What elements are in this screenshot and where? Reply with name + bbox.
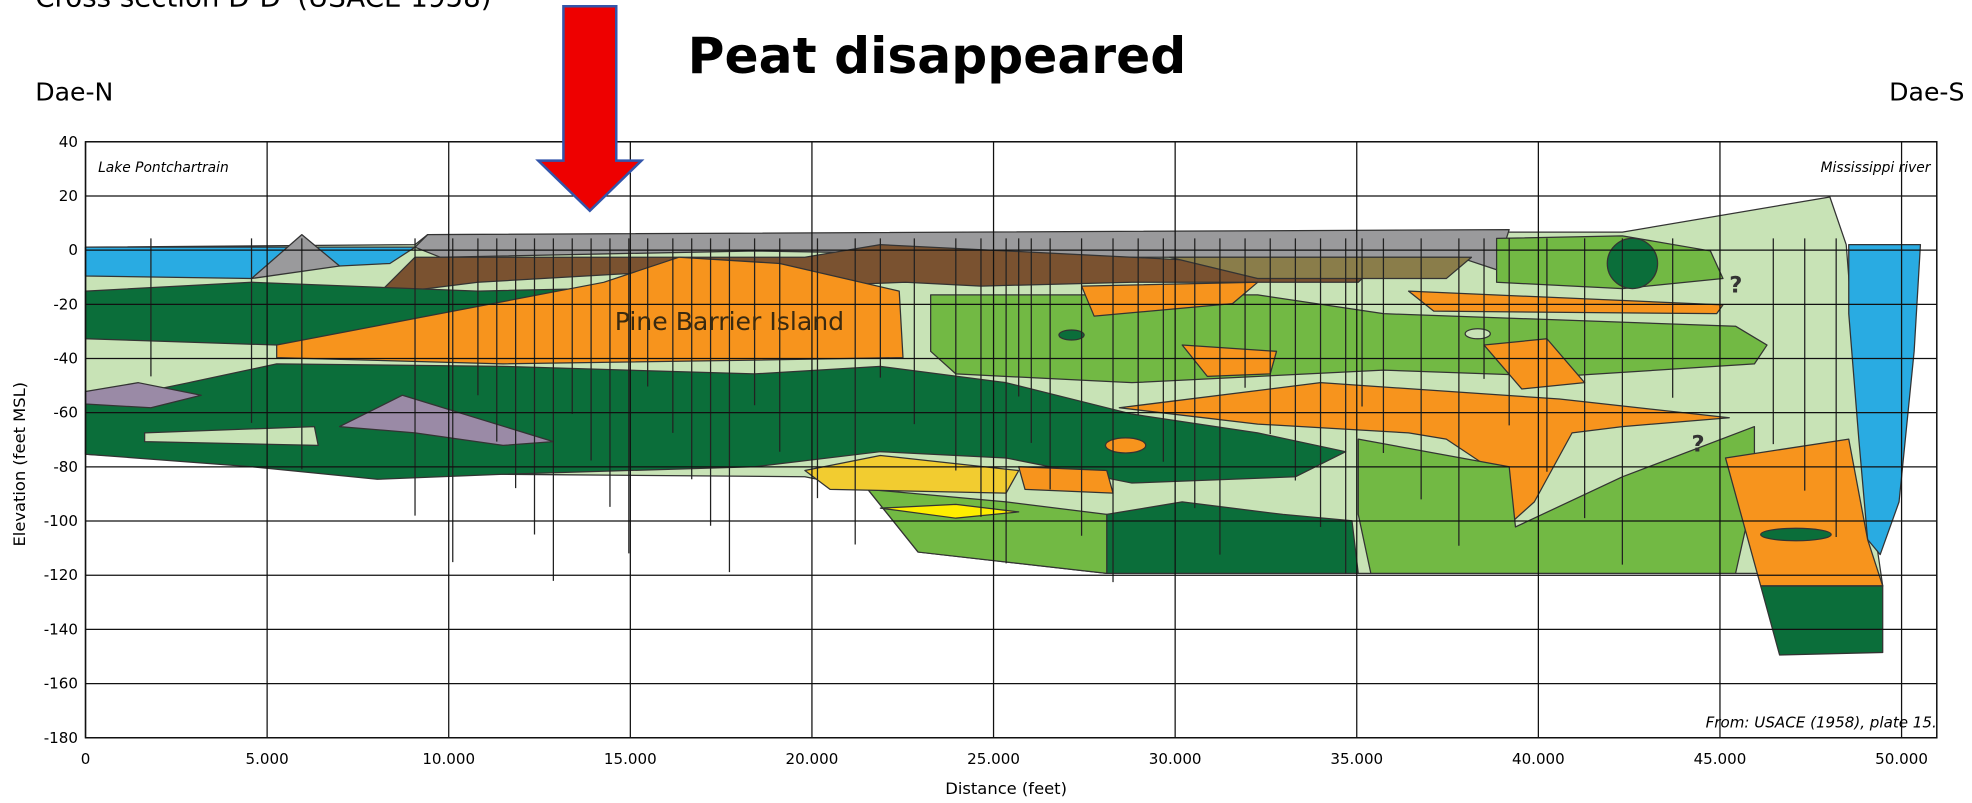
x-tick-label: 15.000 <box>604 750 657 768</box>
place-label: Lake Pontchartrain <box>98 160 229 176</box>
y-tick-label: -40 <box>53 350 78 368</box>
unit-label: Pine Barrier Island <box>615 307 844 336</box>
dark-blob <box>1607 238 1657 288</box>
place-label: Mississippi river <box>1821 160 1932 176</box>
clay-blob <box>1465 329 1490 339</box>
orange-blob <box>1019 467 1113 493</box>
x-tick-label: 50.000 <box>1875 750 1928 768</box>
y-axis-title: Elevation (feet MSL) <box>10 382 29 547</box>
y-tick-label: -60 <box>53 404 78 422</box>
y-tick-label: 0 <box>68 241 78 259</box>
x-tick-label: 45.000 <box>1694 750 1747 768</box>
y-tick-label: -20 <box>53 295 78 313</box>
question-mark: ? <box>1729 272 1742 298</box>
y-tick-label: -140 <box>44 620 78 638</box>
x-tick-label: 30.000 <box>1149 750 1202 768</box>
left-label: Dae-N <box>35 77 113 106</box>
y-tick-label: -160 <box>44 675 78 693</box>
dark-blob <box>1059 330 1084 340</box>
x-tick-label: 5.000 <box>246 750 289 768</box>
x-tick-label: 10.000 <box>422 750 475 768</box>
annotation: Peat disappeared <box>688 26 1187 85</box>
geology-layers <box>86 197 1921 655</box>
y-tick-label: 20 <box>59 187 78 205</box>
red-arrow <box>538 6 641 211</box>
y-tick-label: -100 <box>44 512 78 530</box>
y-tick-label: -120 <box>44 566 78 584</box>
right-label: Dae-S <box>1889 77 1964 106</box>
x-axis-title: Distance (feet) <box>945 779 1067 798</box>
source-note: From: USACE (1958), plate 15. <box>1706 714 1937 732</box>
green-lens <box>1761 528 1831 541</box>
y-tick-label: 40 <box>59 133 78 151</box>
figure-title: Cross section D-D' (USACE 1958) <box>35 0 491 13</box>
x-tick-label: 35.000 <box>1330 750 1383 768</box>
x-tick-label: 0 <box>81 750 91 768</box>
cross-section-figure: 40200-20-40-60-80-100-120-140-160-18005.… <box>0 0 1972 803</box>
question-mark: ? <box>1692 432 1705 458</box>
x-tick-label: 40.000 <box>1512 750 1565 768</box>
orange-blob <box>1105 438 1145 453</box>
y-tick-label: -180 <box>44 729 78 747</box>
x-tick-label: 25.000 <box>967 750 1020 768</box>
x-tick-label: 20.000 <box>786 750 839 768</box>
dark-bottom-right <box>1761 586 1883 655</box>
y-tick-label: -80 <box>53 458 78 476</box>
